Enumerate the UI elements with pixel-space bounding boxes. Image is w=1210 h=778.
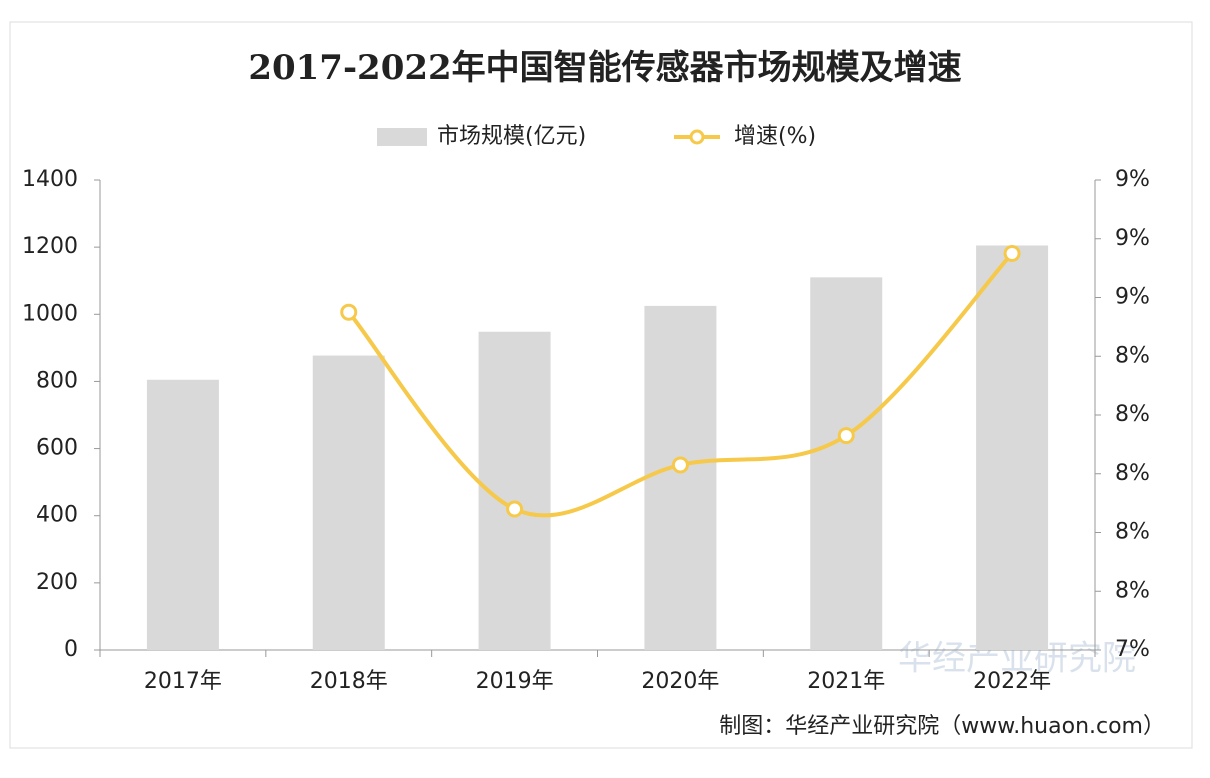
x-tick-label: 2021年 [807, 669, 885, 694]
y2-tick-label: 8% [1115, 461, 1150, 486]
y-tick-label: 400 [36, 503, 78, 528]
y-tick-label: 200 [36, 570, 78, 595]
legend-marker [689, 129, 705, 145]
chart-title: 2017-2022年中国智能传感器市场规模及增速 [248, 48, 961, 88]
y-tick-label: 1200 [22, 234, 78, 259]
y-tick-label: 600 [36, 436, 78, 461]
x-tick-label: 2017年 [144, 669, 222, 694]
y2-tick-label: 9% [1115, 226, 1150, 251]
legend-label: 增速(%) [734, 124, 816, 149]
legend-label: 市场规模(亿元) [437, 124, 586, 149]
bar [810, 277, 883, 650]
line-marker [837, 427, 855, 445]
legend-swatch [377, 128, 427, 146]
y-tick-label: 1400 [22, 167, 78, 192]
y2-tick-label: 9% [1115, 285, 1150, 310]
bar [644, 305, 717, 650]
bar [312, 355, 385, 650]
y2-tick-label: 8% [1115, 343, 1150, 368]
y2-tick-label: 9% [1115, 167, 1150, 192]
bar [976, 245, 1049, 650]
frame [9, 21, 1193, 749]
y-tick-label: 0 [64, 637, 78, 662]
y-tick-label: 1000 [22, 301, 78, 326]
line-marker [340, 303, 358, 321]
x-tick-label: 2019年 [476, 669, 554, 694]
y2-tick-label: 7% [1115, 637, 1150, 662]
y2-tick-label: 8% [1115, 520, 1150, 545]
y2-tick-label: 8% [1115, 578, 1150, 603]
x-tick-label: 2022年 [973, 669, 1051, 694]
line-marker [506, 500, 524, 518]
bar [146, 379, 219, 650]
x-tick-label: 2020年 [641, 669, 719, 694]
y-tick-label: 800 [36, 368, 78, 393]
source: 制图：华经产业研究院（www.huaon.com） [719, 714, 1165, 739]
y2-tick-label: 8% [1115, 402, 1150, 427]
x-tick-label: 2018年 [310, 669, 388, 694]
line-marker [1003, 244, 1021, 262]
line-marker [671, 456, 689, 474]
